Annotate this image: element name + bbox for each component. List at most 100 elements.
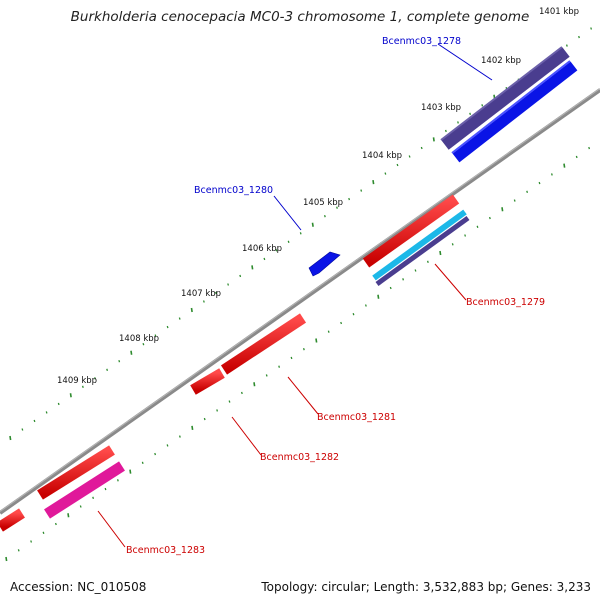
minor-tick — [178, 435, 181, 438]
minor-tick — [104, 487, 107, 491]
minor-tick — [42, 531, 45, 534]
accession-label: Accession: NC_010508 — [10, 580, 147, 594]
tick-label: 1404 kbp — [362, 151, 402, 161]
minor-tick — [513, 199, 516, 202]
label-leader — [273, 195, 302, 231]
gene-feature-1283-pink[interactable] — [44, 461, 125, 519]
minor-tick — [565, 44, 568, 47]
gene-label[interactable]: Bcenmc03_1278 — [382, 36, 461, 47]
minor-tick — [227, 283, 230, 286]
minor-tick — [340, 321, 343, 325]
minor-tick — [166, 444, 169, 447]
minor-tick — [578, 35, 580, 39]
major-tick — [251, 265, 254, 270]
gene-label[interactable]: Bcenmc03_1283 — [126, 545, 205, 556]
major-tick — [129, 469, 132, 474]
gene-label[interactable]: Bcenmc03_1281 — [317, 412, 396, 423]
major-tick — [130, 350, 133, 355]
topology-summary: Topology: circular; Length: 3,532,883 bp… — [261, 580, 591, 594]
label-leader — [437, 43, 493, 81]
tick-label: 1402 kbp — [481, 56, 521, 66]
minor-tick — [327, 330, 330, 333]
minor-tick — [287, 240, 290, 243]
minor-tick — [384, 172, 387, 175]
gene-bcenmc03-1282[interactable] — [190, 368, 225, 395]
minor-tick — [166, 325, 169, 329]
minor-tick — [588, 146, 591, 150]
minor-tick — [116, 479, 119, 482]
label-leader — [97, 510, 126, 548]
gene-label[interactable]: Bcenmc03_1280 — [194, 185, 273, 196]
minor-tick — [57, 402, 60, 406]
minor-tick — [275, 249, 278, 252]
minor-tick — [33, 419, 36, 423]
minor-tick — [239, 274, 242, 278]
tick-label: 1403 kbp — [421, 103, 461, 113]
gene-label[interactable]: Bcenmc03_1282 — [260, 452, 339, 463]
gene-truncated-left[interactable] — [0, 508, 25, 532]
major-tick — [9, 435, 12, 441]
minor-tick — [457, 121, 459, 124]
minor-tick — [364, 304, 367, 307]
minor-tick — [79, 505, 82, 508]
major-tick — [439, 250, 442, 256]
gene-bcenmc03-1283[interactable] — [37, 445, 115, 500]
gene-label[interactable]: Bcenmc03_1279 — [466, 297, 545, 308]
label-leader — [231, 416, 262, 456]
major-tick — [377, 294, 380, 299]
major-tick — [191, 425, 194, 431]
minor-tick — [451, 243, 454, 246]
minor-tick — [538, 181, 541, 185]
minor-tick — [215, 291, 217, 295]
minor-tick — [476, 225, 479, 228]
gene-feature-1279-cyan[interactable] — [372, 209, 467, 281]
minor-tick — [352, 313, 355, 316]
minor-tick — [408, 155, 411, 158]
major-tick — [432, 137, 435, 142]
minor-tick — [469, 112, 472, 115]
minor-tick — [265, 374, 268, 377]
minor-tick — [299, 232, 302, 235]
major-tick — [311, 222, 314, 227]
gene-bcenmc03-1279[interactable] — [362, 194, 460, 268]
label-leader — [287, 376, 319, 415]
minor-tick — [203, 417, 206, 421]
minor-tick — [414, 269, 417, 272]
minor-tick — [17, 549, 20, 552]
tick-label: 1406 kbp — [242, 244, 282, 254]
minor-tick — [526, 190, 529, 193]
gene-bcenmc03-1281[interactable] — [220, 313, 307, 375]
major-tick — [190, 307, 193, 313]
minor-tick — [228, 400, 231, 403]
minor-tick — [481, 104, 484, 107]
tick-row-outer — [9, 27, 593, 441]
minor-tick — [396, 163, 399, 167]
minor-tick — [178, 317, 181, 320]
major-tick — [69, 393, 72, 398]
major-tick — [501, 207, 504, 212]
minor-tick — [426, 260, 429, 263]
genome-backbone — [0, 88, 600, 515]
gene-feature-1279-purple[interactable] — [375, 215, 470, 287]
minor-tick — [263, 257, 266, 261]
minor-tick — [360, 189, 363, 192]
minor-tick — [240, 391, 243, 395]
minor-tick — [142, 343, 145, 346]
gene-bcenmc03-1278[interactable] — [452, 61, 578, 163]
minor-tick — [141, 461, 144, 464]
minor-tick — [30, 540, 33, 543]
minor-tick — [290, 356, 293, 360]
minor-tick — [216, 409, 219, 412]
minor-tick — [302, 348, 305, 351]
minor-tick — [94, 377, 96, 380]
genome-backbone-highlight — [0, 88, 600, 512]
major-tick — [253, 382, 256, 387]
major-tick — [5, 556, 8, 562]
tick-row-inner — [5, 146, 591, 562]
major-tick — [372, 179, 375, 185]
gene-feature-1278-dark[interactable] — [441, 47, 570, 150]
minor-tick — [118, 360, 121, 363]
major-tick — [563, 163, 566, 168]
gene-bcenmc03-1280[interactable] — [308, 251, 341, 277]
